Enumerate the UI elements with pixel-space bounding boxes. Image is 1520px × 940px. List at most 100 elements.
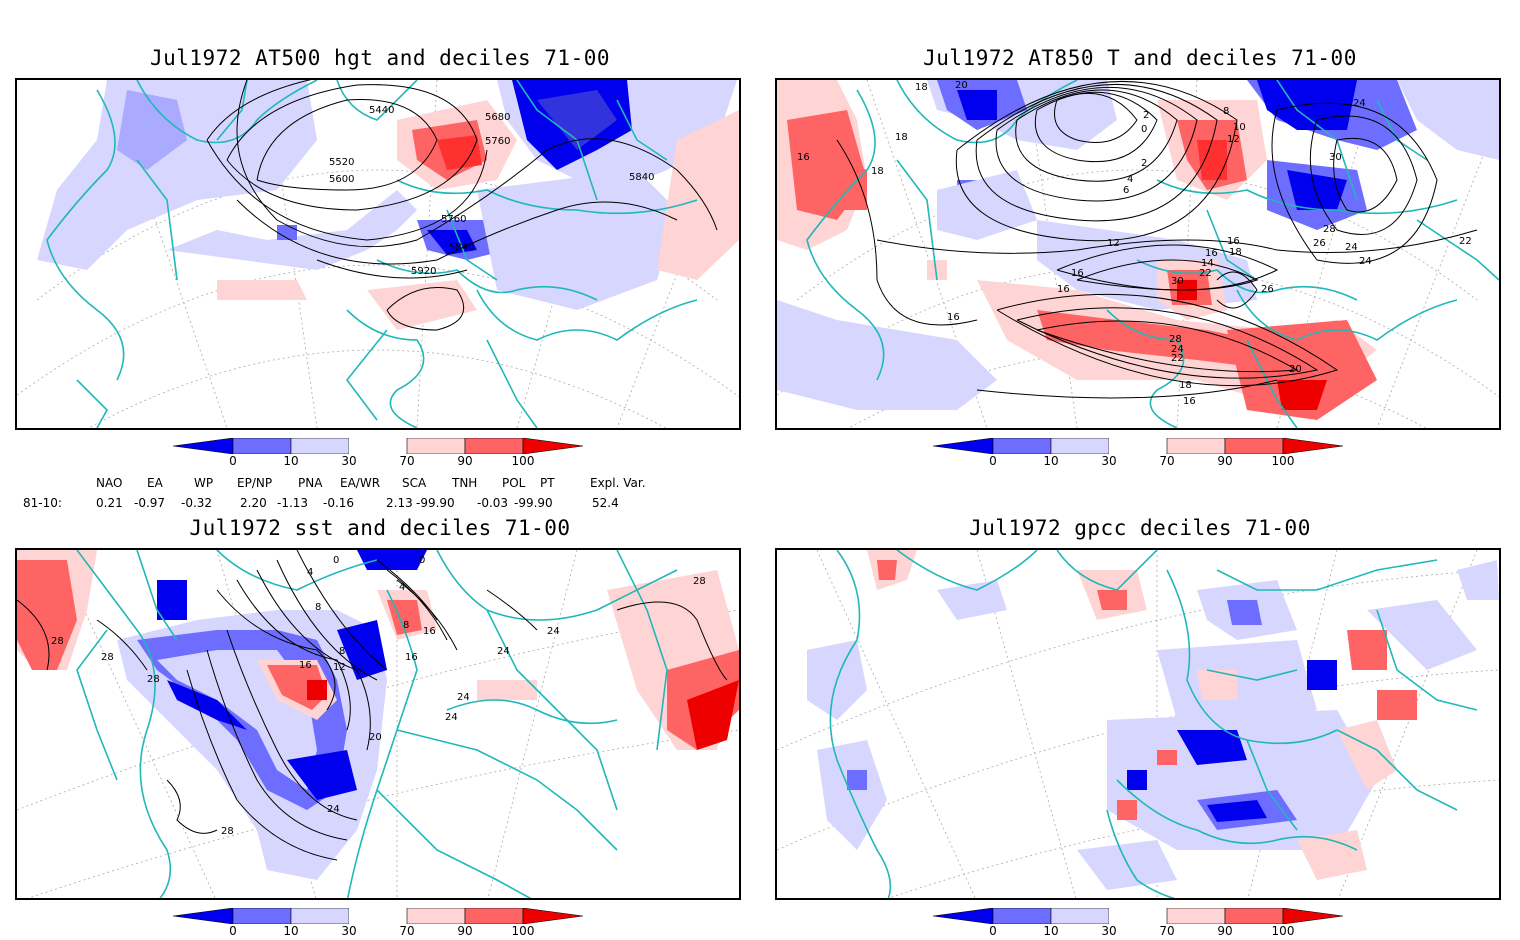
index-value: 52.4: [592, 496, 619, 510]
contour-label: 2: [1141, 158, 1147, 169]
colorbar-tick: 100: [1271, 924, 1295, 938]
contour-label: 24: [497, 646, 510, 657]
teleconnection-indices: NAO EA WP EP/NP PNA EA/WR SCA TNH POL PT…: [0, 474, 740, 514]
contour-label: 6: [1123, 185, 1129, 196]
contour-label: 28: [51, 636, 64, 647]
contour-label: 2: [1143, 110, 1149, 121]
colorbar-tick: 90: [457, 924, 473, 938]
decile-shading: [37, 80, 739, 330]
contour-label: 5760: [485, 136, 510, 147]
contour-labels: 5440 5680 5760 5520 5600 5840 5760 5840 …: [329, 105, 654, 277]
hgt500-map: 5440 5680 5760 5520 5600 5840 5760 5840 …: [17, 80, 739, 428]
contour-label: 24: [327, 804, 340, 815]
contour-label: 5840: [449, 242, 474, 253]
index-value: 2.20: [240, 496, 267, 510]
colorbar-tick: 30: [1101, 924, 1117, 938]
temperature-contours: [836, 80, 1478, 399]
contour-label: 16: [1071, 268, 1084, 279]
contour-label: 5520: [329, 157, 354, 168]
contour-label: 30: [1329, 152, 1342, 163]
contour-label: 4: [307, 567, 313, 578]
colorbar-tick: 100: [511, 454, 535, 468]
contour-label: 20: [369, 732, 382, 743]
contour-label: 5440: [369, 105, 394, 116]
contour-label: 28: [1169, 334, 1182, 345]
contour-label: 26: [1261, 284, 1274, 295]
contour-label: 18: [871, 166, 884, 177]
index-header: EP/NP: [237, 476, 273, 490]
decile-shading: [17, 550, 739, 880]
contour-label: 0: [419, 555, 425, 566]
contour-label: 16: [299, 660, 312, 671]
contour-label: 14: [1201, 258, 1214, 269]
index-header: EA: [147, 476, 163, 490]
map-panel-gpcc: [775, 548, 1501, 900]
colorbar-tick: 0: [229, 924, 237, 938]
colorbar-swatches: [932, 907, 1344, 925]
colorbar-tick: 30: [1101, 454, 1117, 468]
contour-label: 22: [1171, 353, 1184, 364]
contour-label: 22: [1459, 236, 1472, 247]
index-header: SCA: [402, 476, 427, 490]
contour-label: 24: [1171, 344, 1184, 355]
colorbar: 0 10 30 70 90 100: [932, 907, 1353, 938]
precip-decile-shading: [807, 550, 1499, 890]
colorbar-tick: 100: [1271, 454, 1295, 468]
index-value: -99.90: [514, 496, 553, 510]
panel-title: Jul1972 AT850 T and deciles 71-00: [923, 46, 1357, 70]
colorbar-tick: 0: [989, 454, 997, 468]
colorbar-tick: 0: [229, 454, 237, 468]
contour-label: 18: [1179, 380, 1192, 391]
contour-label: 28: [1323, 224, 1336, 235]
index-header: WP: [194, 476, 214, 490]
contour-label: 28: [147, 674, 160, 685]
index-header: POL: [502, 476, 526, 490]
contour-label: 28: [221, 826, 234, 837]
panel-title: Jul1972 AT500 hgt and deciles 71-00: [149, 46, 610, 70]
contour-label: 16: [405, 652, 418, 663]
contour-label: 8: [1223, 106, 1229, 117]
contour-label: 24: [445, 712, 458, 723]
sst-contours: [17, 550, 728, 861]
index-value: -0.32: [181, 496, 213, 510]
contour-label: 28: [101, 652, 114, 663]
panel-title: Jul1972 sst and deciles 71-00: [189, 516, 571, 540]
contour-label: 0: [333, 555, 339, 566]
colorbar-tick: 70: [399, 924, 415, 938]
contour-labels: 0 0 4 4 8 8 16 28 28 28 28 16 12 8 16 24…: [51, 555, 706, 837]
colorbar-tick: 90: [457, 454, 473, 468]
map-panel-sst: 0 0 4 4 8 8 16 28 28 28 28 16 12 8 16 24…: [15, 548, 741, 900]
index-header: PNA: [298, 476, 323, 490]
contour-label: 16: [1227, 236, 1240, 247]
colorbar-tick: 70: [399, 454, 415, 468]
panel-title: Jul1972 gpcc deciles 71-00: [969, 516, 1311, 540]
contour-label: 12: [1107, 238, 1120, 249]
map-panel-t850: 18 20 2 8 10 12 24 18 16 18 0 2 4 6 30 1…: [775, 78, 1501, 430]
index-value: -99.90: [416, 496, 455, 510]
coastlines: [76, 550, 678, 898]
contour-label: 5680: [485, 112, 510, 123]
colorbar-tick: 30: [341, 454, 357, 468]
index-header: EA/WR: [340, 476, 381, 490]
contour-label: 5600: [329, 174, 354, 185]
contour-label: 5760: [441, 214, 466, 225]
map-panel-hgt500: 5440 5680 5760 5520 5600 5840 5760 5840 …: [15, 78, 741, 430]
index-header: PT: [540, 476, 555, 490]
contour-label: 28: [693, 576, 706, 587]
colorbar-tick: 30: [341, 924, 357, 938]
colorbar-swatches: [172, 907, 584, 925]
colorbar-tick: 90: [1217, 454, 1233, 468]
contour-label: 24: [1353, 98, 1366, 109]
colorbar-tick: 70: [1159, 924, 1175, 938]
contour-label: 16: [423, 626, 436, 637]
colorbar-tick: 10: [283, 454, 299, 468]
gpcc-map: [777, 550, 1499, 898]
height-contours: [206, 80, 718, 331]
t850-map: 18 20 2 8 10 12 24 18 16 18 0 2 4 6 30 1…: [777, 80, 1499, 428]
index-row-label: 81-10:: [23, 496, 62, 510]
contour-label: 12: [1227, 134, 1240, 145]
contour-label: 5920: [411, 266, 436, 277]
contour-label: 12: [333, 662, 346, 673]
coastlines: [829, 550, 1478, 898]
colorbar-tick: 0: [989, 924, 997, 938]
